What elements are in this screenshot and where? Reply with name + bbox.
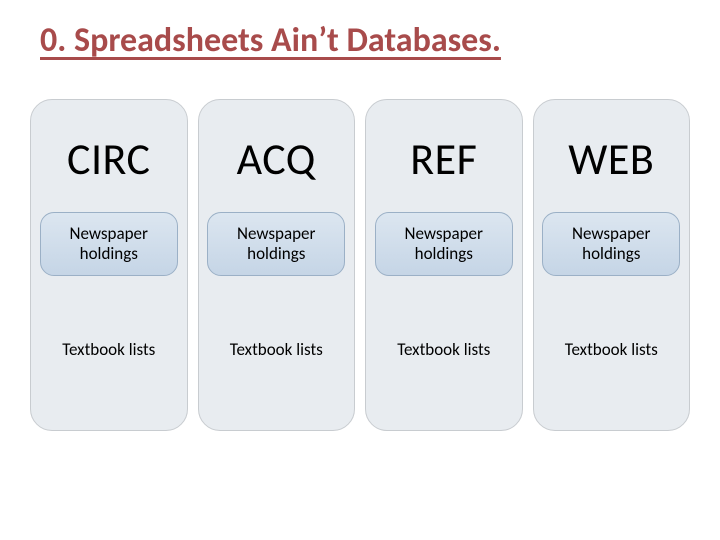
column-circ: CIRC Newspaper holdings Textbook lists [30,99,188,431]
pill-newspaper-holdings: Newspaper holdings [542,212,680,276]
column-header: ACQ [237,110,316,212]
pill-newspaper-holdings: Newspaper holdings [207,212,345,276]
cell-textbook-lists: Textbook lists [542,318,680,382]
pill-newspaper-holdings: Newspaper holdings [40,212,178,276]
columns-container: CIRC Newspaper holdings Textbook lists A… [30,99,690,431]
column-header: CIRC [67,110,151,212]
column-acq: ACQ Newspaper holdings Textbook lists [198,99,356,431]
pill-newspaper-holdings: Newspaper holdings [375,212,513,276]
column-web: WEB Newspaper holdings Textbook lists [533,99,691,431]
column-header: REF [410,110,477,212]
slide-title: 0. Spreadsheets Ain’t Databases. [40,20,690,61]
cell-textbook-lists: Textbook lists [40,318,178,382]
cell-textbook-lists: Textbook lists [375,318,513,382]
cell-textbook-lists: Textbook lists [207,318,345,382]
column-header: WEB [568,110,654,212]
column-ref: REF Newspaper holdings Textbook lists [365,99,523,431]
